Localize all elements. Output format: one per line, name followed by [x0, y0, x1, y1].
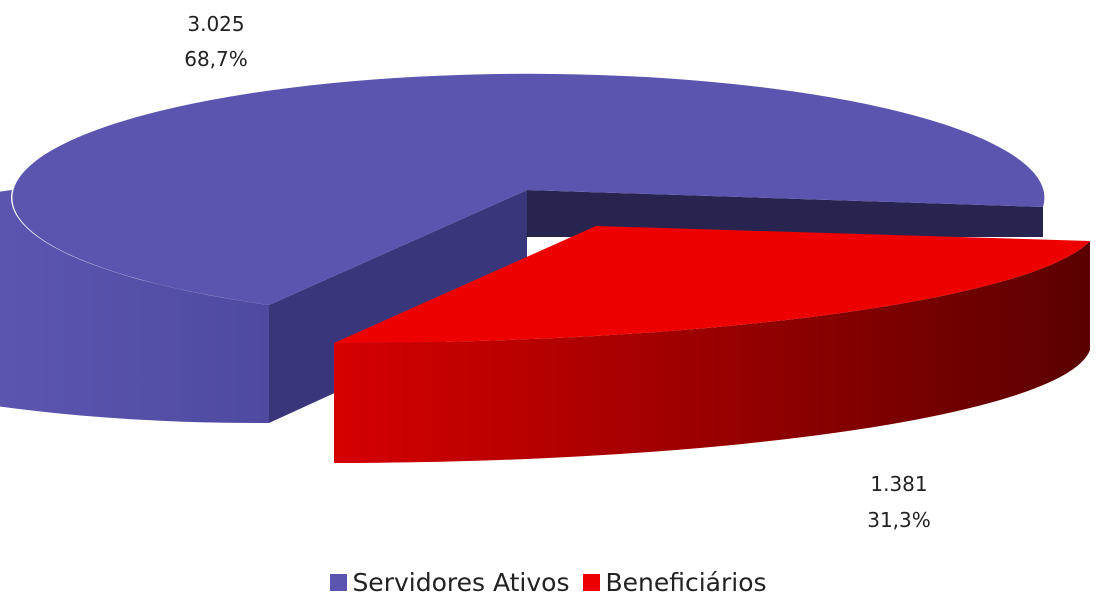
pie-slice-servidores-ativos [12, 73, 1045, 305]
pie-slice-servidores-ativos-back-face [527, 190, 1043, 237]
legend-swatch-beneficiarios [583, 574, 601, 591]
pie-slice-servidores-ativos-side [0, 190, 269, 424]
legend-swatch-servidores-ativos [330, 574, 348, 591]
pie-slice-beneficiarios-side [334, 241, 1090, 463]
legend-label-servidores-ativos: Servidores Ativos [352, 568, 570, 597]
data-label-servidores-ativos-value: 3.025 [187, 12, 244, 36]
data-label-beneficiarios-percent: 31,3% [867, 508, 931, 532]
pie-slice-servidores-ativos-cut-face [269, 190, 527, 423]
data-label-servidores-ativos-percent: 68,7% [184, 47, 248, 71]
data-label-beneficiarios-value: 1.381 [870, 472, 927, 496]
legend: Servidores Ativos Beneficiários [0, 568, 1097, 597]
legend-label-beneficiarios: Beneficiários [605, 568, 767, 597]
legend-item-servidores-ativos: Servidores Ativos [330, 568, 569, 597]
legend-item-beneficiarios: Beneficiários [583, 568, 767, 597]
pie-slice-beneficiarios [334, 226, 1090, 344]
